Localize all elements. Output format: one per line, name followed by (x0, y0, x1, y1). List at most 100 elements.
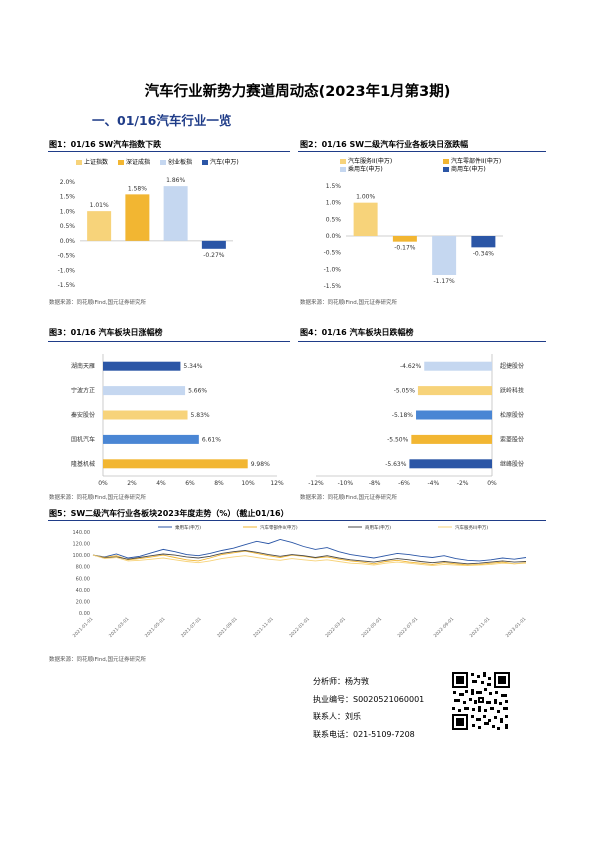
fig4-xtick-label: -6% (398, 480, 410, 487)
fig2-data-label: -0.17% (394, 245, 416, 252)
fig1-legend-swatch (160, 160, 166, 165)
fig5-ytick-label: 20.00 (76, 599, 90, 605)
fig1-legend-item: 深证成指 (118, 157, 150, 166)
fig1-data-label: -0.27% (203, 252, 225, 259)
fig3-category-label: 隆基机械 (71, 460, 95, 468)
fig3-xtick-label: 8% (214, 480, 224, 487)
fig3-xtick-label: 6% (185, 480, 195, 487)
fig5-xtick-label: 2021-11-01 (252, 616, 275, 639)
fig2-legend-item: 商用车(申万) (443, 164, 486, 173)
fig3-xtick-label: 4% (156, 480, 166, 487)
fig2-ytick-label: 1.0% (326, 200, 342, 207)
fig2-ytick-label: -1.5% (324, 283, 342, 290)
fig2-title: 图2：01/16 SW二级汽车行业各板块日涨跌幅 (300, 140, 469, 149)
fig4-data-label: -5.50% (387, 436, 409, 443)
fig3-category-label: 宁波方正 (71, 387, 95, 395)
fig5-xtick-label: 2022-11-01 (469, 616, 492, 639)
fig5-xtick-label: 2021-01-01 (72, 616, 95, 639)
fig4-xtick-label: -10% (338, 480, 354, 487)
fig3-data-label: 5.34% (183, 363, 202, 370)
fig3-data-label: 5.66% (188, 388, 207, 395)
qr-code-graphic (451, 671, 511, 731)
fig2-legend-swatch (443, 159, 449, 164)
fig5-ytick-label: 140.00 (73, 530, 91, 536)
fig1-legend-label: 深证成指 (126, 159, 151, 166)
section-heading: 一、01/16汽车行业一览 (92, 113, 232, 128)
fig3-data-label: 9.98% (251, 461, 270, 468)
fig4-category-label: 继峰股份 (500, 460, 524, 468)
fig1-legend-swatch (76, 160, 82, 165)
fig1-bar (163, 186, 188, 241)
fig2-legend-label: 汽车服务II(申万) (348, 158, 393, 165)
fig1-ytick-label: -1.0% (58, 267, 76, 274)
fig4-bar (411, 434, 492, 444)
fig1-legend-label: 汽车(申万) (210, 159, 239, 166)
fig5-ytick-label: 40.00 (76, 588, 90, 594)
fig5-ytick-label: 120.00 (73, 542, 91, 548)
fig1-legend-swatch (118, 160, 124, 165)
fig5-xtick-label: 2021-05-01 (144, 616, 167, 639)
fig1-title: 图1：01/16 SW汽车指数下跌 (49, 140, 162, 149)
fig5-ytick-label: 80.00 (76, 565, 90, 571)
fig3-bar (103, 361, 181, 371)
fig4-data-label: -5.63% (385, 461, 407, 468)
fig5-ytick-label: 60.00 (76, 576, 90, 582)
fig1-ytick-label: 0.0% (60, 238, 76, 245)
fig2-bar (432, 236, 457, 275)
fig4-data-label: -4.62% (400, 363, 422, 370)
fig1-rule (48, 151, 290, 152)
fig1-data-label: 1.01% (90, 202, 109, 209)
fig5-xtick-label: 2022-03-01 (324, 616, 347, 639)
fig4-bar (417, 386, 492, 396)
fig5-xtick-label: 2023-01-01 (505, 616, 528, 639)
fig1-svg: 2.0% 1.5% 1.0% 0.5% 0.0% -0.5% -1.0% -1.5% 1.01%… (58, 177, 233, 289)
fig1-ytick-label: -1.5% (58, 282, 76, 289)
fig5-xtick-label: 2021-09-01 (216, 616, 239, 639)
fig1-bar (87, 211, 112, 241)
fig4-source: 数据来源：同花顺iFind,国元证券研究所 (300, 495, 398, 501)
fig2-legend-label: 乘用车(申万) (348, 166, 383, 173)
fig4-xtick-label: -12% (308, 480, 324, 487)
fig5-series-line (92, 550, 527, 566)
fig5-xtick-label: 2022-01-01 (288, 616, 311, 639)
fig2-ytick-label: -0.5% (324, 250, 342, 257)
fig3-svg: 0% 2% 4% 6% 8% 10% 12% 5.34% 湖南天雁 5.66% 宁波方正 5.83% 秦… (71, 354, 284, 487)
fig1-bar (201, 240, 226, 249)
fig5-ytick-label: 0.00 (79, 611, 90, 617)
fig1-legend-swatch (202, 160, 208, 165)
fig4-data-label: -5.05% (394, 388, 416, 395)
fig1-data-label: 1.58% (128, 185, 147, 192)
fig1-chart: 上证指数 深证成指 创业板指 汽车(申万) 2.0% 1.5% 1.0% 0.5% 0.0% -0… (48, 155, 290, 295)
fig5-legend-label: 汽车零部件II(申万) (260, 524, 298, 531)
fig4-chart: -12% -10% -8% -6% -4% -2% 0% -4.62% 超捷股份 -5.05% 跃岭… (298, 344, 546, 489)
fig2-legend-swatch (443, 167, 449, 172)
fig5-source: 数据来源：同花顺iFind,国元证券研究所 (49, 657, 147, 663)
fig2-bar (392, 236, 417, 242)
fig2-rule (298, 151, 546, 152)
fig4-category-label: 超捷股份 (500, 362, 524, 370)
fig3-bar (103, 434, 199, 444)
fig1-source: 数据来源：同花顺iFind,国元证券研究所 (49, 300, 147, 306)
fig5-rule (48, 520, 546, 521)
fig2-bar (353, 202, 378, 236)
fig2-data-label: -1.17% (434, 278, 456, 285)
fig4-xtick-label: -2% (457, 480, 469, 487)
fig3-rule (48, 341, 290, 342)
fig2-data-label: -0.34% (473, 250, 495, 257)
fig5-title: 图5：SW二级汽车行业各板块2023年度走势（%）（截止01/16） (49, 509, 289, 518)
fig1-legend-item: 创业板指 (160, 157, 192, 166)
fig4-category-label: 跃岭科技 (500, 387, 524, 395)
fig5-chart: 乘用车(申万) 汽车零部件II(申万) 商用车(申万) 汽车服务II(申万) 140.0… (48, 523, 546, 651)
fig3-source: 数据来源：同花顺iFind,国元证券研究所 (49, 495, 147, 501)
fig4-xtick-label: -4% (427, 480, 439, 487)
fig5-series-line (92, 539, 527, 562)
fig2-svg: 1.5% 1.0% 0.5% 0.0% -0.5% -1.0% -1.5% 1.00% -0.1… (324, 183, 503, 290)
fig1-ytick-label: 0.5% (60, 223, 76, 230)
fig1-data-label: 1.86% (166, 177, 185, 184)
fig5-legend-label: 乘用车(申万) (175, 524, 201, 531)
fig5-xtick-label: 2022-07-01 (396, 616, 419, 639)
fig5-xtick-label: 2022-09-01 (433, 616, 456, 639)
fig4-xtick-label: 0% (487, 480, 497, 487)
fig2-ytick-label: 1.5% (326, 183, 342, 190)
fig1-ytick-label: 1.5% (60, 194, 76, 201)
